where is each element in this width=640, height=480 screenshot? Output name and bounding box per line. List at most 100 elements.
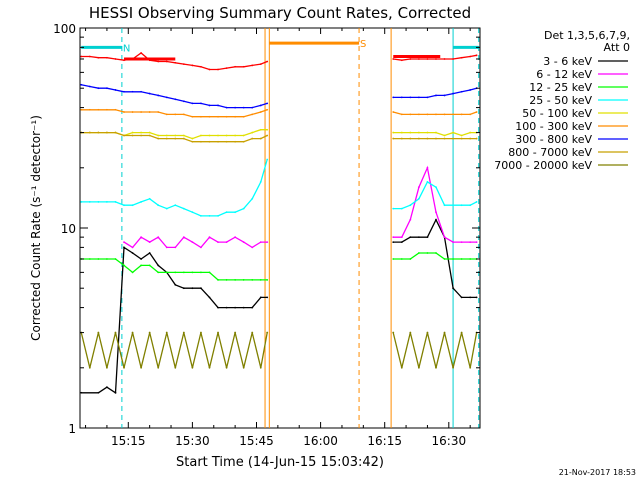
data-point-9-28	[435, 58, 437, 60]
data-point-4-6	[131, 131, 134, 134]
legend-subtitle: Att 0	[604, 41, 630, 54]
data-point-5-7	[140, 111, 143, 113]
flag-label-0: N	[123, 43, 130, 54]
data-point-0-10	[174, 283, 177, 286]
data-point-1-12	[225, 241, 228, 244]
data-point-7-23	[392, 137, 395, 140]
data-point-3-24	[400, 207, 403, 210]
data-point-1-23	[435, 211, 437, 214]
legend-label-0: 3 - 6 keV	[543, 55, 592, 68]
data-point-6-1	[88, 85, 91, 88]
data-point-7-14	[200, 140, 202, 143]
series-line-6-1	[393, 87, 477, 99]
data-point-3-17	[225, 211, 228, 214]
data-point-3-21	[259, 181, 262, 183]
data-point-1-4	[157, 236, 160, 239]
data-point-4-11	[174, 134, 177, 137]
data-point-9-7	[140, 52, 143, 54]
data-point-6-3	[106, 87, 108, 90]
data-point-1-9	[200, 246, 202, 249]
data-point-6-8	[148, 92, 151, 95]
series-line-4-0	[81, 129, 268, 140]
data-point-7-13	[191, 140, 194, 143]
data-point-2-5	[123, 264, 125, 267]
data-point-0-26	[426, 236, 429, 239]
data-point-4-28	[435, 131, 437, 134]
data-point-3-9	[157, 204, 160, 207]
data-point-2-19	[242, 279, 245, 281]
data-point-6-18	[234, 106, 237, 109]
data-point-8-19	[242, 366, 245, 369]
data-point-6-24	[400, 96, 403, 99]
data-point-8-10	[165, 331, 168, 334]
data-point-5-16	[217, 115, 219, 118]
data-point-6-5	[123, 90, 125, 93]
data-point-7-8	[148, 134, 151, 137]
data-point-0-25	[417, 236, 420, 239]
data-point-7-9	[157, 137, 160, 140]
data-point-7-12	[182, 137, 185, 140]
data-point-7-21	[259, 137, 262, 140]
data-point-1-15	[251, 246, 254, 249]
data-point-1-22	[426, 166, 429, 169]
data-point-1-21	[417, 186, 420, 189]
data-point-0-29	[452, 287, 454, 290]
data-point-2-12	[182, 271, 185, 274]
timestamp: 21-Nov-2017 18:53	[559, 468, 636, 477]
y-tick-label-1: 10	[61, 222, 76, 236]
data-point-8-2	[97, 331, 100, 334]
y-axis-label: Corrected Count Rate (s⁻¹ detector⁻¹)	[29, 115, 43, 341]
data-point-0-17	[234, 306, 237, 309]
data-point-5-5	[123, 111, 125, 113]
legend-label-5: 100 - 300 keV	[515, 120, 592, 133]
data-point-4-23	[392, 131, 395, 134]
x-axis: 15:15 15:30 15:45 16:00 16:15 16:30	[85, 28, 471, 448]
data-point-9-16	[217, 68, 219, 71]
data-point-7-1	[88, 131, 91, 134]
data-point-3-16	[217, 214, 219, 217]
data-point-1-16	[259, 241, 262, 244]
data-point-5-31	[460, 113, 463, 116]
data-point-7-31	[460, 137, 463, 140]
data-point-4-22	[266, 128, 269, 131]
data-point-6-26	[417, 96, 420, 99]
data-point-1-14	[242, 241, 245, 244]
data-point-5-11	[174, 113, 177, 116]
data-point-1-10	[208, 236, 211, 239]
data-point-3-6	[131, 204, 134, 207]
data-point-4-8	[148, 131, 151, 134]
data-point-6-14	[200, 102, 202, 105]
data-point-6-21	[259, 104, 262, 107]
data-point-1-27	[469, 241, 472, 244]
plot-frame	[79, 27, 481, 429]
data-point-1-25	[452, 241, 454, 244]
plot-area	[79, 27, 481, 429]
data-point-9-31	[460, 56, 463, 59]
data-point-9-20	[251, 64, 254, 67]
data-point-5-27	[426, 113, 429, 116]
x-tick-label-1: 15:30	[175, 434, 210, 448]
data-point-1-19	[400, 236, 403, 239]
legend-label-1: 6 - 12 keV	[536, 68, 592, 81]
data-point-9-15	[208, 68, 211, 71]
data-point-8-17	[225, 366, 228, 369]
data-point-9-23	[392, 58, 395, 60]
data-point-2-10	[165, 271, 168, 274]
data-point-9-4	[114, 58, 117, 60]
series-line-5-1	[393, 111, 477, 116]
data-point-9-26	[417, 58, 420, 60]
chart-title: HESSI Observing Summary Count Rates, Cor…	[89, 4, 471, 22]
data-point-0-20	[259, 296, 262, 299]
data-point-5-2	[97, 108, 100, 111]
data-point-8-7	[140, 366, 143, 369]
data-point-7-16	[217, 140, 219, 143]
data-point-0-5	[131, 252, 134, 254]
data-point-1-26	[460, 241, 463, 244]
data-point-6-9	[157, 94, 160, 97]
data-point-6-15	[208, 104, 211, 107]
data-point-3-14	[200, 214, 202, 217]
data-point-7-20	[251, 137, 254, 140]
data-point-0-15	[217, 306, 219, 309]
data-point-5-10	[165, 113, 168, 116]
